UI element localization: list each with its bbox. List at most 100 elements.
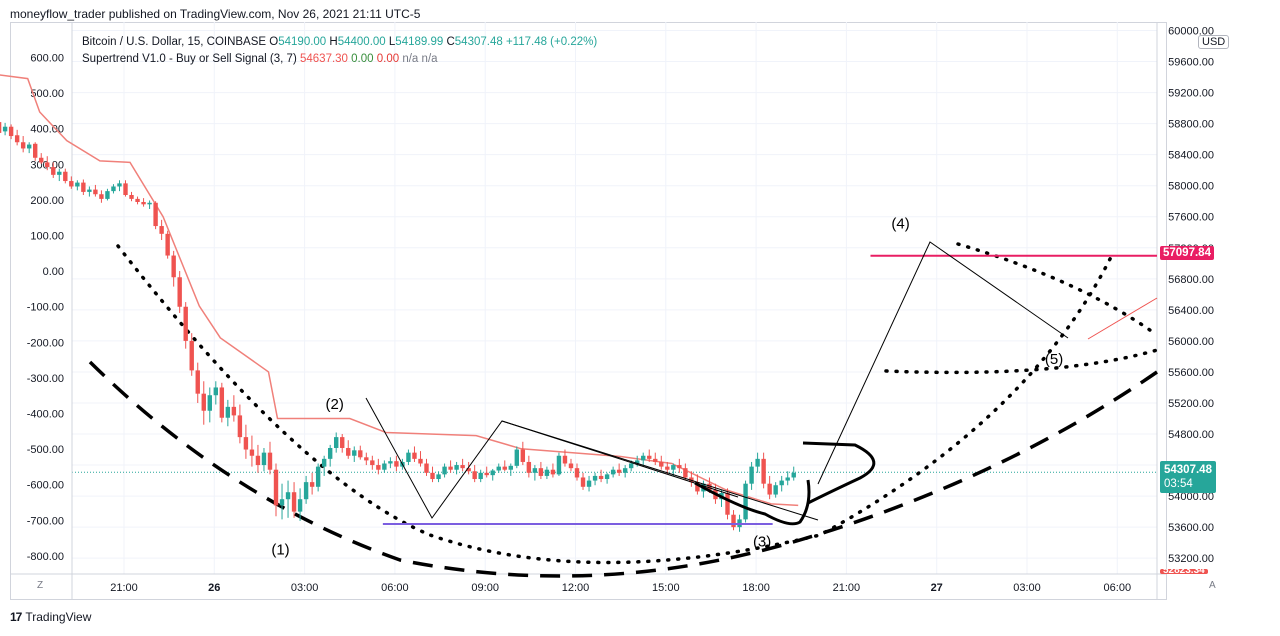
candle [153,201,158,230]
candle [641,452,646,466]
candle [213,381,219,405]
candle [147,200,152,209]
bar-countdown: 03:54 [1164,478,1193,490]
candle-body [508,465,513,470]
right-axis-tick: 56000.00 [1168,336,1214,348]
candle-body [424,463,429,473]
indicator-value-4: n/a [402,53,419,65]
candle-body [39,157,44,163]
candle-body [309,482,315,487]
projection-line [817,241,1069,485]
right-axis-tick: 58000.00 [1168,181,1214,193]
candle [412,446,417,462]
candle-body [520,449,526,462]
candle [592,472,598,486]
candle-body [635,460,640,464]
candle [87,186,92,197]
candle [472,465,477,483]
candle-body [472,471,477,480]
candle [231,395,237,422]
candle-body [352,450,357,456]
left-axis-tick: -300.00 [27,373,64,385]
dashed-bowl-curve [88,360,1158,578]
candle [249,435,255,467]
legend-change: +117.48 (+0.22%) [505,36,598,48]
candle [731,510,736,531]
candle-body [749,466,754,484]
candle [309,472,315,495]
candle-body [743,483,748,520]
log-scale-button[interactable]: Z [37,580,44,591]
candle-body [141,201,146,205]
candle-body [376,465,381,470]
candle-body [496,466,501,471]
candle [544,466,550,480]
candle [117,180,122,192]
candle [99,190,104,203]
candle-body [502,466,507,470]
candle [189,333,194,376]
tradingview-logo-icon: 17 [10,610,22,624]
candle [165,230,170,259]
candle-body [454,465,459,470]
candle [538,461,544,480]
candle [647,449,652,462]
candle-body [610,469,616,475]
candle-body [641,455,646,461]
candle [460,458,465,472]
candle [418,451,423,467]
candle [761,452,766,489]
candle-body [653,458,658,462]
candle [370,455,375,470]
candle [237,404,243,444]
candle [689,471,694,487]
candle-body [586,480,592,487]
candle [33,142,38,161]
candle [430,466,435,483]
candle-body [671,465,676,470]
candle-body [267,452,273,470]
candle [26,142,32,154]
candle [315,463,321,492]
candle [376,458,381,475]
candle [556,452,562,476]
candle [791,466,796,481]
time-axis-tick: 27 [931,582,943,594]
right-axis-tick: 56800.00 [1168,274,1214,286]
candle-body [695,482,700,492]
candle [334,432,339,453]
candle [586,475,592,492]
candle [105,188,110,201]
candle [346,440,351,459]
wave-label: (1) [271,541,289,558]
candle [273,463,279,517]
footer-brand-text: TradingView [25,610,92,624]
candle-body [412,452,417,459]
left-axis-tick: -100.00 [27,302,64,314]
candle-body [195,370,200,394]
auto-scale-button[interactable]: A [1209,580,1216,591]
right-axis: 60000.00 59600.00 59200.00 58800.00 58400.00… [1156,22,1214,600]
currency-button[interactable]: USD [1198,35,1230,49]
candle [123,180,128,197]
candle [622,465,628,478]
candle-body [237,415,243,438]
candle-body [171,255,176,278]
candle-body [327,447,333,459]
candle-body [526,461,532,473]
candle-body [321,458,327,467]
indicator-name[interactable]: Supertrend V1.0 - Buy or Sell Signal (3,… [82,53,297,65]
candle-body [394,461,399,467]
candle-body [63,171,68,182]
candle-body [135,198,140,202]
candle-body [448,466,453,470]
time-axis-tick: 06:00 [381,582,409,594]
candle-body [755,458,760,467]
legend-symbol[interactable]: Bitcoin / U.S. Dollar, 15, COINBASE [82,36,267,48]
chart-legend: Bitcoin / U.S. Dollar, 15, COINBASE O541… [82,34,597,68]
right-axis-tick: 57600.00 [1168,212,1214,224]
left-axis-tick: 500.00 [30,88,64,100]
candle-body [598,475,604,480]
candle [81,179,86,196]
